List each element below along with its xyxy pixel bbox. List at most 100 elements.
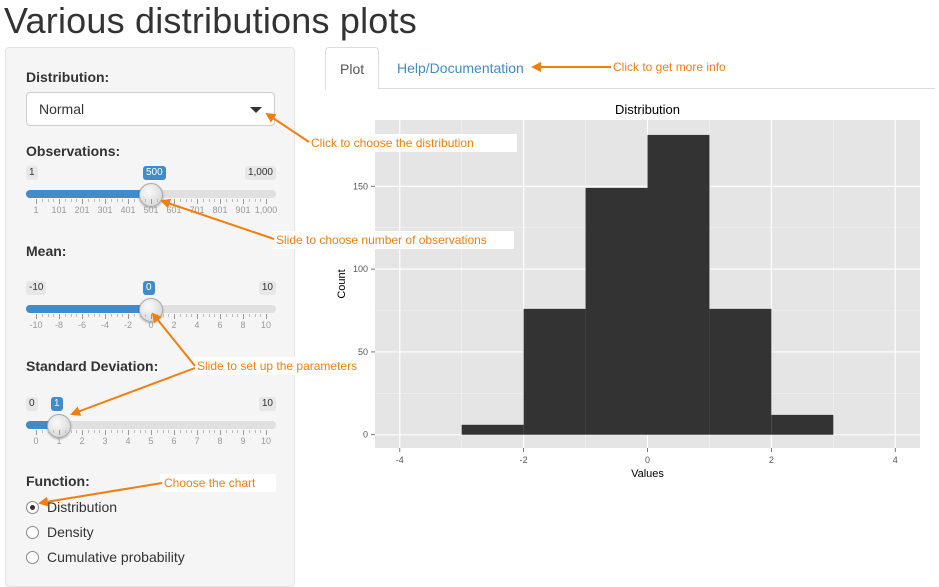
radio-button[interactable]	[26, 500, 39, 514]
sidebar-panel: Distribution: Normal Observations: 1 1,00…	[5, 47, 295, 587]
function-label: Function:	[26, 473, 90, 489]
slider-tick	[82, 314, 83, 319]
mean-slider[interactable]: -10 10 0 -10 -8 -6 -4 -2 0 2 4 6 8 10	[26, 281, 276, 345]
distribution-select-value: Normal	[39, 101, 85, 117]
slider-tick	[197, 314, 198, 319]
histogram-chart: -4 -2 0 2 4 0 50 100 150 Distribution Values Count	[325, 95, 935, 485]
slider-minor-tick	[87, 199, 89, 202]
distribution-select[interactable]: Normal	[26, 92, 275, 126]
slider-minor-tick	[214, 199, 216, 202]
radio-distribution[interactable]: Distribution	[26, 499, 117, 515]
slider-minor-tick	[185, 314, 187, 317]
slider-minor-tick	[122, 430, 124, 433]
slider-minor-tick	[93, 430, 95, 433]
x-tick-label: -4	[396, 455, 404, 465]
slider-minor-tick	[133, 199, 135, 202]
slider-tick-label: 301	[97, 205, 113, 215]
slider-tick-label: -6	[77, 320, 87, 330]
slider-minor-tick	[93, 199, 95, 202]
slider-tick	[128, 314, 129, 319]
sd-slider[interactable]: 0 10 1 0 1 2 3 4 5 6 7 8 9 10	[26, 397, 276, 461]
slider-minor-tick	[191, 430, 193, 433]
slider-minor-tick	[162, 430, 164, 433]
slider-minor-tick	[202, 314, 204, 317]
slider-minor-tick	[47, 199, 49, 202]
slider-minor-tick	[208, 314, 210, 317]
slider-minor-tick	[47, 314, 49, 317]
slider-minor-tick	[254, 430, 256, 433]
slider-tick-label: 1	[33, 205, 39, 215]
slider-tick	[59, 314, 60, 319]
slider-tick	[174, 199, 175, 204]
slider-ticks: -10 -8 -6 -4 -2 0 2 4 6 8 10	[29, 314, 271, 330]
slider-tick	[266, 199, 267, 204]
slider-minor-tick	[202, 430, 204, 433]
slider-tick-label: 101	[51, 205, 67, 215]
slider-minor-tick	[260, 199, 262, 202]
radio-density[interactable]: Density	[26, 524, 94, 540]
slider-fill	[26, 305, 151, 313]
radio-label: Cumulative probability	[47, 549, 185, 565]
chart-title: Distribution	[615, 102, 680, 117]
slider-minor-tick	[202, 199, 204, 202]
x-tick-label: 0	[645, 455, 650, 465]
slider-tick-label: 701	[189, 205, 205, 215]
slider-minor-tick	[179, 430, 181, 433]
slider-tick-label: 10	[260, 436, 272, 446]
slider-tick	[151, 314, 152, 319]
slider-tick	[128, 430, 129, 435]
slider-minor-tick	[248, 314, 250, 317]
slider-minor-tick	[162, 314, 164, 317]
slider-tick-label: 0	[33, 436, 39, 446]
slider-minor-tick	[225, 430, 227, 433]
slider-minor-tick	[122, 199, 124, 202]
slider-minor-tick	[133, 430, 135, 433]
x-tick-label: -2	[520, 455, 528, 465]
slider-tick	[36, 314, 37, 319]
slider-minor-tick	[64, 199, 66, 202]
observations-slider[interactable]: 1 1,000 500 1 101 201 301 401 501 601 701 801 901 1,0…	[26, 166, 277, 230]
slider-tick-label: 9	[240, 436, 246, 446]
radio-button[interactable]	[26, 550, 39, 564]
slider-tick	[220, 430, 221, 435]
slider-minor-tick	[179, 314, 181, 317]
slider-minor-tick	[87, 430, 89, 433]
slider-tick-label: 4	[125, 436, 131, 446]
tab-help[interactable]: Help/Documentation	[397, 60, 524, 76]
slider-minor-tick	[254, 314, 256, 317]
x-tick-label: 2	[769, 455, 774, 465]
slider-tick	[82, 199, 83, 204]
slider-minor-tick	[162, 199, 164, 202]
radio-button[interactable]	[26, 525, 39, 539]
radio-cumulative[interactable]: Cumulative probability	[26, 549, 185, 565]
slider-tick-label: 401	[120, 205, 136, 215]
slider-minor-tick	[133, 314, 135, 317]
slider-tick	[174, 430, 175, 435]
slider-max-label: 10	[258, 397, 276, 411]
tab-plot[interactable]: Plot	[325, 47, 380, 90]
slider-tick-label: 2	[79, 436, 85, 446]
mean-label: Mean:	[26, 243, 67, 259]
histogram-bar	[647, 134, 710, 435]
slider-minor-tick	[70, 314, 72, 317]
slider-tick	[105, 199, 106, 204]
slider-ticks: 1 101 201 301 401 501 601 701 801 901 1,000	[33, 199, 277, 215]
slider-max-label: 10	[258, 281, 276, 295]
slider-minor-tick	[70, 199, 72, 202]
slider-tick	[197, 199, 198, 204]
slider-minor-tick	[248, 199, 250, 202]
slider-fill	[26, 190, 151, 198]
slider-tick	[105, 430, 106, 435]
slider-minor-tick	[185, 199, 187, 202]
slider-minor-tick	[168, 430, 170, 433]
slider-value-badge: 500	[143, 166, 166, 180]
slider-tick	[243, 314, 244, 319]
slider-minor-tick	[64, 314, 66, 317]
y-tick-label: 150	[353, 181, 368, 191]
slider-tick	[220, 199, 221, 204]
slider-minor-tick	[156, 430, 158, 433]
slider-tick	[36, 430, 37, 435]
slider-tick-label: -10	[29, 320, 43, 330]
x-axis-label: Values	[631, 468, 664, 480]
slider-minor-tick	[168, 314, 170, 317]
